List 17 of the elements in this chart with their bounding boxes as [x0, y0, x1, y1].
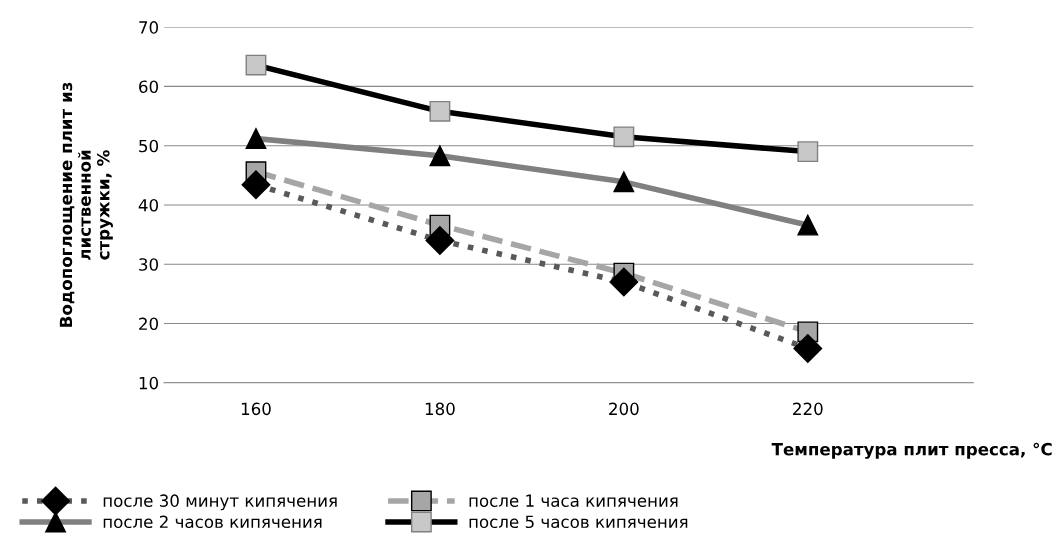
x-tick-label: 200 — [609, 402, 639, 416]
y-tick-label: 60 — [139, 80, 159, 93]
x-axis-title: Температура плит пресса, °C — [771, 442, 1052, 459]
x-tick-label: 160 — [241, 402, 271, 416]
y-tick-label: 70 — [139, 21, 159, 34]
y-tick-label: 10 — [139, 376, 159, 390]
y-tick-label: 30 — [139, 258, 159, 271]
y-axis-title: Водопоглощение плит из лиственной стружки, % — [59, 82, 113, 327]
legend-label: после 1 часа кипячения — [469, 494, 678, 507]
legend-label: после 5 часов кипячения — [469, 515, 688, 529]
legend-label: после 2 часов кипячения — [103, 515, 322, 529]
y-tick-label: 40 — [138, 198, 159, 212]
x-tick-label: 180 — [425, 402, 455, 416]
legend-label: после 30 минут кипячения — [103, 494, 337, 511]
x-tick-label: 220 — [793, 402, 823, 416]
y-tick-label: 20 — [139, 317, 159, 331]
y-tick-label: 50 — [139, 139, 159, 153]
